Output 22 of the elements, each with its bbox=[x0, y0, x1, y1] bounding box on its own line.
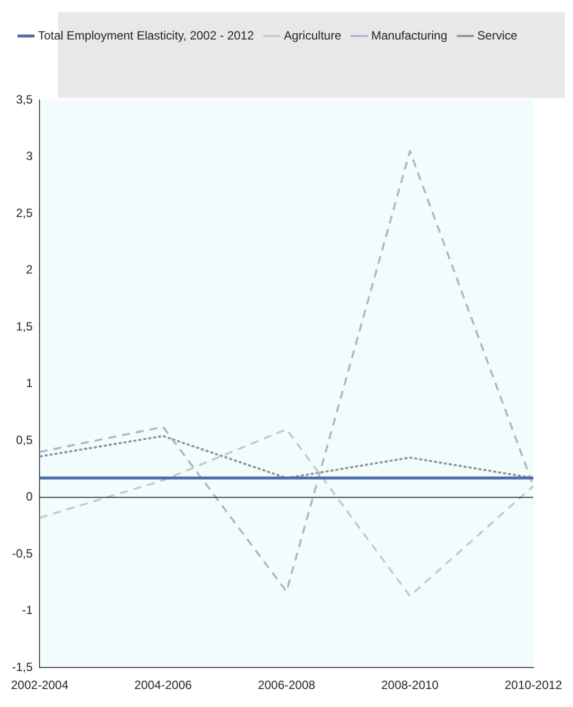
x-tick-label: 2006-2008 bbox=[258, 678, 316, 692]
x-tick-label: 2004-2006 bbox=[134, 678, 192, 692]
x-tick-label: 2008-2010 bbox=[381, 678, 439, 692]
y-tick-label: -1,5 bbox=[12, 660, 34, 674]
y-tick-label: 1,5 bbox=[16, 319, 34, 334]
legend-label: Agriculture bbox=[284, 28, 342, 42]
y-tick-label: 3,5 bbox=[16, 92, 34, 106]
y-tick-label: 2 bbox=[26, 262, 34, 277]
x-tick-label: 2010-2012 bbox=[504, 678, 562, 692]
y-tick-label: -1 bbox=[22, 603, 34, 618]
legend-label: Service bbox=[477, 28, 518, 42]
legend-label: Manufacturing bbox=[371, 28, 448, 42]
legend-label: Total Employment Elasticity, 2002 - 2012 bbox=[38, 28, 254, 42]
line-series bbox=[38, 150, 534, 593]
x-tick-label: 2002-2004 bbox=[11, 678, 69, 692]
y-tick-label: 0,5 bbox=[16, 432, 34, 447]
y-tick-label: 2,5 bbox=[16, 206, 34, 220]
y-tick-label: -0,5 bbox=[12, 546, 34, 560]
y-tick-label: 0 bbox=[26, 490, 34, 504]
y-tick-label: 1 bbox=[26, 376, 34, 390]
y-tick-label: 3 bbox=[26, 149, 34, 164]
line-series bbox=[38, 428, 534, 598]
